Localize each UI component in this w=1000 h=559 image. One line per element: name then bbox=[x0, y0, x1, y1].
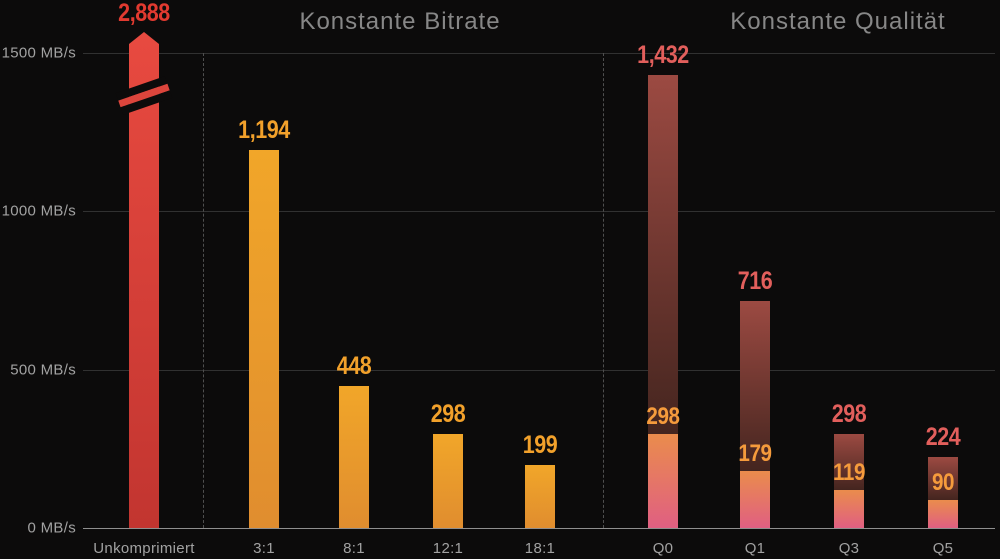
section-title-konstante-qualitaet: Konstante Qualität bbox=[730, 8, 946, 35]
bar-inner-value-label: 179 bbox=[738, 440, 772, 468]
bar-value-label: 1,194 bbox=[238, 115, 290, 144]
bar-value-label: 199 bbox=[522, 431, 558, 459]
y-axis-tick-label: 1000 MB/s bbox=[1, 202, 76, 220]
bar-unkomprimiert bbox=[129, 32, 159, 528]
y-axis-tick-label: 1500 MB/s bbox=[1, 44, 76, 62]
category-label-q5: Q5 bbox=[932, 540, 954, 557]
category-label-q3: Q3 bbox=[838, 540, 860, 557]
bar-value-label: 298 bbox=[430, 399, 466, 428]
category-label-q0: Q0 bbox=[652, 540, 674, 557]
bar-q0-total bbox=[648, 74, 678, 434]
category-label-unkomprimiert: Unkomprimiert bbox=[93, 540, 195, 557]
section-divider bbox=[203, 53, 204, 528]
section-divider bbox=[603, 53, 604, 528]
gridline bbox=[83, 211, 995, 213]
gridline bbox=[83, 53, 995, 55]
section-title-konstante-bitrate: Konstante Bitrate bbox=[299, 8, 501, 35]
y-axis-tick-label: 500 MB/s bbox=[10, 361, 76, 379]
bar-value-label: 2,888 bbox=[118, 0, 170, 27]
bar-inner-value-label: 119 bbox=[832, 459, 866, 487]
category-label-q1: Q1 bbox=[744, 540, 766, 557]
y-axis-tick-label: 0 MB/s bbox=[27, 519, 76, 537]
bar-inner-value-label: 90 bbox=[931, 468, 955, 496]
bar-value-label: 716 bbox=[737, 267, 773, 296]
bar-8-1 bbox=[339, 386, 369, 528]
bar-q0-inner bbox=[648, 433, 678, 528]
bar-value-label: 224 bbox=[925, 423, 961, 452]
bar-value-label: 298 bbox=[831, 399, 867, 428]
category-label-8-1: 8:1 bbox=[343, 540, 365, 557]
bar-q1-inner bbox=[740, 471, 770, 528]
category-label-12-1: 12:1 bbox=[432, 540, 464, 557]
bar-value-label: 1,432 bbox=[637, 40, 689, 69]
category-label-18-1: 18:1 bbox=[524, 540, 556, 557]
category-label-3-1: 3:1 bbox=[253, 540, 275, 557]
bar-12-1 bbox=[433, 433, 463, 528]
bar-value-label: 448 bbox=[336, 352, 372, 381]
bar-inner-value-label: 298 bbox=[646, 402, 680, 430]
bar-q5-inner bbox=[928, 499, 958, 528]
bar-3-1 bbox=[249, 149, 279, 528]
bar-q1-total bbox=[740, 301, 770, 472]
bar-q5-total bbox=[928, 457, 958, 500]
bar-q3-total bbox=[834, 433, 864, 491]
x-axis-baseline bbox=[83, 528, 995, 529]
bar-18-1 bbox=[525, 464, 555, 528]
bar-q3-inner bbox=[834, 490, 864, 528]
gridline bbox=[83, 369, 995, 371]
